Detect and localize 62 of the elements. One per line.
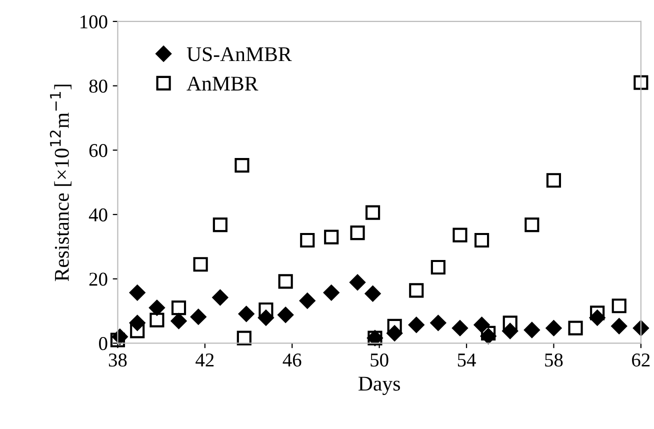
y-tick-label: 0: [99, 337, 108, 350]
y-tick-label: 80: [89, 80, 108, 93]
point: [110, 332, 126, 348]
point: [481, 326, 496, 341]
point: [474, 232, 490, 248]
point: [149, 300, 165, 316]
point: [299, 292, 316, 309]
legend-label: AnMBR: [186, 76, 258, 91]
point: [634, 75, 648, 90]
x-axis-title: Days: [358, 376, 400, 396]
point: [258, 302, 274, 318]
point: [365, 205, 380, 220]
point: [324, 230, 339, 244]
point: [238, 306, 254, 322]
point: [452, 228, 468, 242]
y-tick-label: 100: [80, 15, 108, 28]
y-tick-label: 40: [88, 208, 108, 222]
point: [590, 306, 605, 320]
point: [409, 283, 424, 298]
point: [236, 330, 252, 346]
point: [278, 274, 293, 289]
point: [546, 173, 562, 188]
point: [612, 298, 626, 314]
point: [430, 315, 446, 331]
point: [130, 324, 145, 338]
point: [546, 320, 562, 336]
x-tick-label: 38: [108, 353, 127, 367]
legend-label: US-AnMBR: [186, 47, 292, 62]
point: [364, 286, 381, 302]
point: [212, 218, 228, 232]
point: [611, 318, 628, 334]
x-tick-label: 46: [282, 354, 302, 367]
point: [524, 322, 540, 338]
point: [408, 316, 424, 333]
point: [150, 312, 164, 328]
point: [323, 284, 340, 301]
x-tick-label: 42: [196, 354, 214, 366]
point: [170, 313, 187, 329]
point: [300, 232, 315, 248]
y-tick-label: 60: [89, 144, 108, 158]
x-tick-label: 58: [545, 353, 563, 367]
point: [278, 306, 294, 323]
x-tick-label: 54: [458, 354, 476, 367]
y-tick-label: 20: [89, 272, 108, 286]
point: [524, 218, 540, 232]
point: [212, 290, 228, 306]
point: [190, 308, 206, 325]
x-tick-label: 62: [632, 354, 650, 367]
point: [129, 284, 146, 301]
point: [171, 300, 186, 316]
y-axis-title: Resistance [×10$^{12}$m$^{−1}$]: [50, 84, 72, 282]
point: [430, 260, 446, 275]
point: [350, 226, 365, 240]
x-tick-label: 50: [370, 353, 388, 367]
point: [234, 158, 250, 173]
point: [193, 257, 208, 272]
point: [350, 274, 366, 290]
point: [633, 320, 649, 336]
point: [502, 316, 518, 330]
point: [452, 320, 468, 336]
point: [568, 320, 583, 336]
point: [387, 318, 402, 334]
